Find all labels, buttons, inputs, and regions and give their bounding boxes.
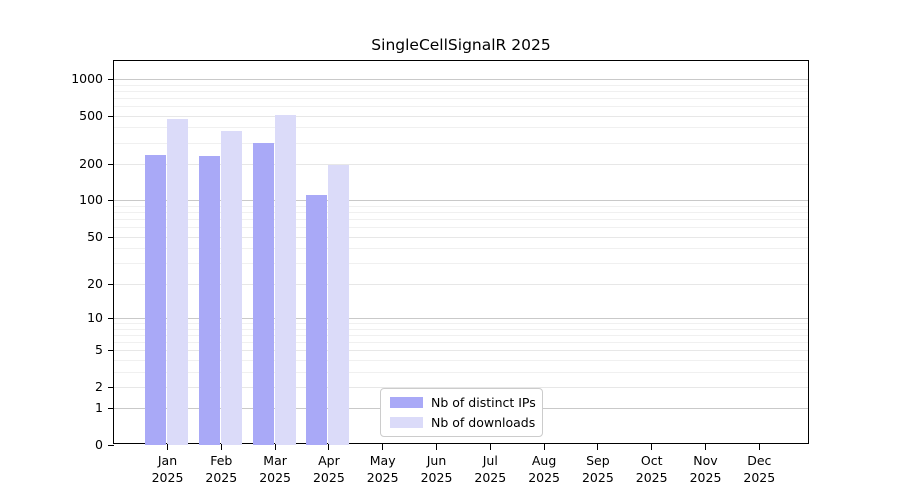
gridline-minor — [114, 227, 808, 229]
gridline-minor — [114, 283, 808, 285]
x-tick-mark — [436, 444, 437, 450]
gridline-minor — [114, 212, 808, 214]
x-tick-mark — [274, 444, 276, 450]
x-tick-label-sep: Sep 2025 — [581, 453, 614, 485]
x-tick-mark — [220, 444, 222, 450]
y-tick-mark — [108, 236, 114, 238]
y-tick-mark — [108, 408, 114, 410]
x-tick-mark — [167, 444, 168, 450]
bar-downloads-jan — [167, 119, 188, 445]
gridline-minor — [114, 341, 808, 343]
bar-downloads-mar — [274, 114, 296, 445]
gridline-minor — [114, 105, 808, 107]
bar-distinct-ips-feb — [198, 155, 220, 445]
gridline-minor — [114, 371, 808, 373]
y-tick-label: 0 — [95, 437, 103, 452]
gridline-minor — [114, 263, 808, 265]
gridline-minor — [114, 248, 808, 250]
y-tick-label: 1 — [95, 400, 103, 416]
legend-swatch-downloads-icon — [390, 417, 423, 428]
x-tick-label-jul: Jul 2025 — [474, 453, 507, 485]
legend-label-distinct-ips: Nb of distinct IPs — [431, 395, 536, 410]
x-tick-mark — [758, 444, 760, 450]
x-tick-label-aug: Aug 2025 — [528, 453, 560, 485]
y-tick-label: 1000 — [71, 70, 103, 86]
x-tick-label-feb: Feb 2025 — [205, 453, 238, 485]
bar-downloads-apr — [328, 165, 350, 445]
x-tick-mark — [597, 444, 599, 450]
legend-label-downloads: Nb of downloads — [431, 415, 536, 430]
gridline-major — [114, 200, 808, 202]
y-tick-mark — [108, 164, 114, 165]
gridline-minor — [114, 205, 808, 207]
x-tick-mark — [543, 444, 545, 450]
x-tick-mark — [382, 444, 384, 450]
gridline-minor — [114, 90, 808, 92]
x-tick-label-mar: Mar 2025 — [259, 453, 291, 485]
y-tick-mark — [108, 78, 114, 80]
x-tick-label-jun: Jun 2025 — [420, 453, 453, 485]
x-tick-label-dec: Dec 2025 — [743, 453, 776, 485]
y-tick-label: 2 — [95, 378, 103, 394]
y-tick-mark — [108, 386, 114, 388]
gridline-minor — [114, 328, 808, 330]
y-tick-mark — [108, 445, 114, 446]
gridline-major — [114, 78, 808, 80]
gridline-minor — [114, 127, 808, 129]
legend-swatch-distinct-ips-icon — [390, 397, 423, 408]
x-tick-mark — [489, 444, 491, 450]
legend-row-downloads: Nb of downloads — [390, 415, 536, 430]
x-tick-mark — [651, 444, 653, 450]
y-tick-mark — [108, 283, 114, 285]
gridline-minor — [114, 236, 808, 238]
legend: Nb of distinct IPs Nb of downloads — [380, 388, 543, 437]
x-tick-mark — [328, 444, 330, 450]
gridline-minor — [114, 84, 808, 86]
y-tick-label: 200 — [79, 156, 103, 171]
gridline-minor — [114, 350, 808, 352]
y-tick-mark — [108, 317, 114, 319]
bar-distinct-ips-apr — [306, 195, 328, 445]
y-tick-mark — [108, 200, 114, 202]
plot-area: 0 1 2 5 10 20 50 100 200 500 1000 Jan 2025 Feb 2025 Ma… — [71, 60, 809, 485]
gridline-minor — [114, 142, 808, 144]
gridline-major — [114, 317, 808, 319]
bar-distinct-ips-jan — [145, 155, 166, 445]
x-tick-mark — [705, 444, 706, 450]
x-tick-label-may: May 2025 — [366, 453, 399, 485]
gridline-minor — [114, 334, 808, 336]
bar-downloads-feb — [220, 130, 242, 445]
gridline-minor — [114, 97, 808, 99]
y-tick-mark — [108, 350, 114, 352]
gridline-minor — [114, 115, 808, 117]
gridline-minor — [114, 164, 808, 165]
x-tick-label-nov: Nov 2025 — [689, 453, 722, 485]
bar-distinct-ips-mar — [252, 143, 274, 445]
y-tick-label: 100 — [79, 192, 103, 208]
y-tick-label: 20 — [87, 275, 103, 291]
gridline-minor — [114, 323, 808, 324]
y-tick-label: 5 — [95, 342, 103, 358]
x-tick-label-apr: Apr 2025 — [312, 453, 345, 485]
x-tick-label-jan: Jan 2025 — [151, 453, 184, 485]
gridline-minor — [114, 219, 808, 221]
y-tick-mark — [108, 115, 114, 117]
gridline-minor — [114, 359, 808, 361]
legend-row-distinct-ips: Nb of distinct IPs — [390, 395, 536, 410]
y-tick-label: 50 — [87, 228, 103, 244]
gridline-minor — [114, 386, 808, 388]
y-tick-label: 10 — [87, 309, 103, 325]
x-tick-label-oct: Oct 2025 — [635, 453, 668, 485]
chart-title: SingleCellSignalR 2025 — [371, 36, 551, 54]
y-tick-label: 500 — [79, 107, 103, 123]
